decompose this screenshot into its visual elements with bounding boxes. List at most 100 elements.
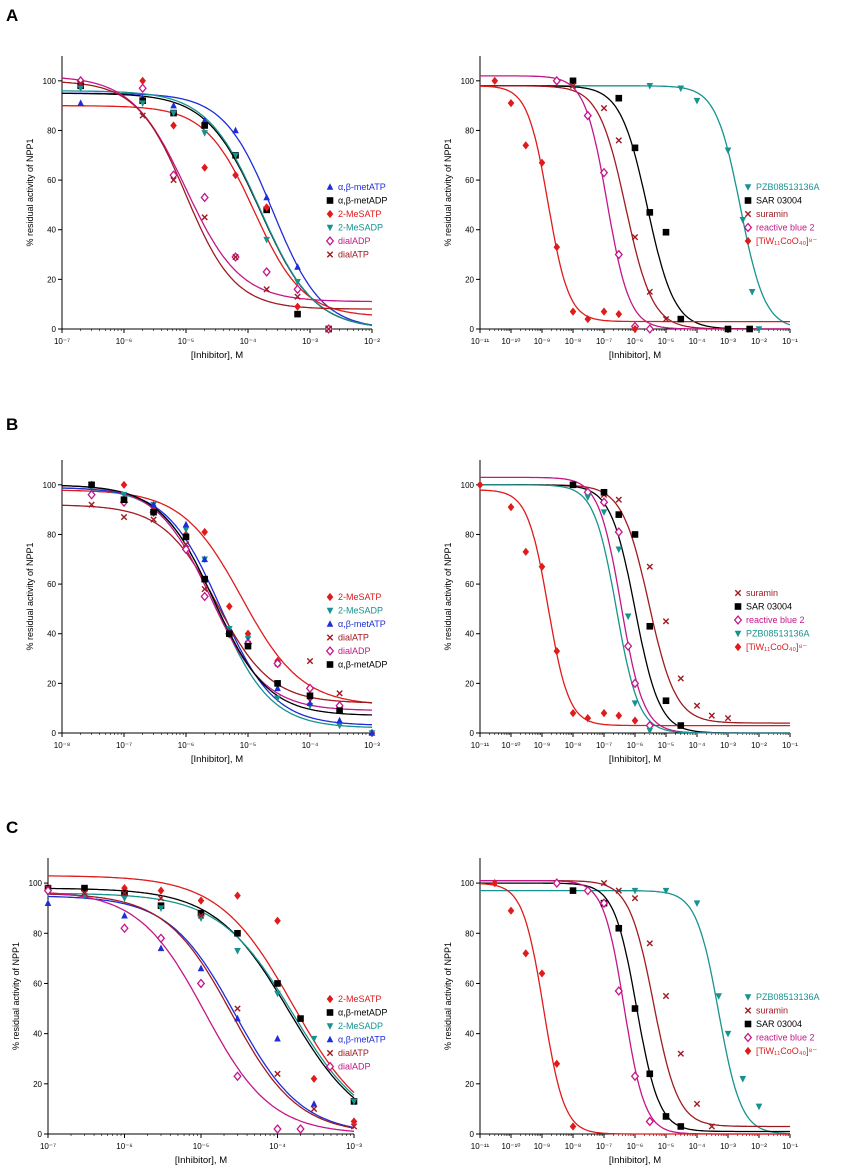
data-point-tiw-coo [600, 307, 608, 316]
fit-curve-tiw-coo [479, 882, 790, 1135]
data-point-dialatp [306, 657, 314, 665]
data-point-pzb08513136a [677, 85, 685, 93]
data-point-tiw-coo [491, 76, 499, 85]
data-point-2-mesatp [263, 203, 270, 212]
fit-curve-sar-03004 [480, 484, 790, 734]
data-point-tiw-coo [569, 709, 577, 718]
legend-label-metadp: α,β-metADP [338, 1008, 387, 1018]
x-tick-label: 10⁻⁶ [178, 741, 194, 750]
data-point-2-mesatp [234, 891, 241, 900]
legend-label-sar-03004: SAR 03004 [756, 1019, 802, 1029]
legend-label-metadp: α,β-metADP [338, 196, 387, 206]
data-point-tiw-coo [522, 141, 530, 150]
legend-marker-reactive-blue-2 [743, 1032, 753, 1043]
data-point-2-mesadp [182, 526, 190, 534]
data-point-sar-03004 [631, 1005, 639, 1012]
data-point-2-mesatp [350, 1117, 358, 1126]
data-point-metatp [232, 126, 239, 134]
legend-marker-metadp [326, 197, 334, 204]
data-point-metatp [294, 263, 301, 270]
data-point-reactive-blue-2 [552, 878, 561, 888]
x-tick-label: 10⁻⁵ [193, 1142, 209, 1151]
y-tick-label: 40 [47, 226, 56, 235]
data-point-dialatp [150, 516, 157, 523]
data-point-tiw-coo [631, 716, 639, 725]
y-tick-label: 80 [33, 929, 42, 938]
legend-marker-dialadp [325, 1061, 335, 1072]
legend-label-metatp: α,β-metATP [338, 182, 386, 192]
legend-label-suramin: suramin [756, 209, 788, 219]
data-point-dialatp [88, 501, 95, 508]
y-axis-label: % residual activity of NPP1 [443, 542, 453, 650]
y-tick-label: 0 [52, 729, 57, 738]
data-point-tiw-coo [507, 99, 515, 108]
data-point-tiw-coo [615, 711, 623, 720]
x-tick-label: 10⁻⁸ [565, 1142, 582, 1151]
data-point-metadp [226, 630, 233, 638]
data-point-tiw-coo [631, 324, 639, 334]
y-tick-label: 60 [47, 580, 56, 589]
data-point-metatp [182, 520, 190, 528]
legend-label-2-mesadp: 2-MeSADP [338, 606, 383, 616]
data-point-dialadp [262, 267, 271, 277]
legend-marker-reactive-blue-2 [733, 615, 743, 625]
legend-marker-metatp [326, 620, 334, 627]
x-tick-label: 10⁻⁵ [658, 741, 674, 750]
chart-c-right: 0 20 40 60 80 100 10⁻¹¹ 10⁻¹⁰ 10⁻⁹ 10⁻⁸ 10⁻⁷ 10⁻⁶ 10… [443, 858, 820, 1166]
legend-label-dialatp: dialATP [338, 633, 369, 643]
legend-marker-2-mesadp [326, 607, 334, 615]
data-point-tiw-coo [538, 158, 546, 167]
y-tick-label: 20 [465, 275, 474, 284]
legend-label-2-mesatp: 2-MeSATP [338, 209, 381, 219]
data-point-sar-03004 [569, 481, 577, 489]
x-tick-label: 10⁻⁵ [658, 1142, 674, 1151]
data-point-suramin [631, 894, 639, 902]
data-point-tiw-coo [600, 709, 608, 718]
y-tick-label: 60 [33, 979, 42, 988]
y-tick-label: 40 [465, 1030, 474, 1039]
data-point-pzb08513136a [755, 326, 763, 333]
legend-label-metatp: α,β-metATP [338, 1035, 386, 1045]
data-point-metatp [157, 944, 165, 952]
legend-marker-reactive-blue-2 [743, 222, 753, 233]
legend-marker-sar-03004 [744, 1020, 752, 1028]
legend-marker-sar-03004 [734, 603, 742, 610]
data-point-suramin [600, 879, 608, 887]
data-point-suramin [600, 104, 608, 112]
data-point-suramin [677, 1050, 684, 1057]
legend-label-reactive-blue-2: reactive blue 2 [746, 615, 805, 625]
data-point-sar-03004 [724, 325, 732, 333]
legend-marker-dialadp [325, 236, 335, 246]
fit-curve-dialadp [47, 892, 355, 1132]
data-point-metatp [234, 1014, 241, 1022]
fit-curve-sar-03004 [480, 882, 790, 1133]
legend-marker-pzb08513136a [744, 184, 752, 191]
x-tick-label: 10⁻⁹ [534, 1142, 551, 1151]
fit-curve-tiw-coo [479, 85, 790, 323]
fit-curve-metatp [62, 92, 373, 326]
data-point-metatp [201, 555, 208, 563]
legend-label-dialadp: dialADP [338, 236, 371, 246]
data-point-2-mesatp [310, 1074, 318, 1083]
data-point-suramin [615, 137, 622, 144]
data-point-metadp [297, 1015, 304, 1022]
y-tick-label: 80 [47, 530, 56, 539]
x-tick-label: 10⁻¹¹ [471, 741, 490, 750]
data-point-sar-03004 [615, 511, 623, 518]
data-point-dialatp [263, 286, 270, 293]
data-point-2-mesadp [310, 1035, 318, 1043]
data-point-suramin [693, 702, 701, 709]
data-point-sar-03004 [746, 325, 753, 333]
y-tick-label: 100 [461, 879, 475, 888]
legend-marker-suramin [744, 210, 752, 218]
x-tick-label: 10⁻¹¹ [471, 1142, 490, 1151]
data-point-dialatp [77, 80, 84, 87]
data-point-metadp [234, 929, 241, 937]
x-tick-label: 10⁻⁴ [240, 337, 257, 346]
x-tick-label: 10⁻⁷ [116, 741, 132, 750]
data-point-reactive-blue-2 [614, 986, 623, 996]
x-tick-label: 10⁻³ [364, 741, 380, 750]
panel-letter-b: B [6, 415, 19, 434]
data-point-reactive-blue-2 [614, 527, 623, 537]
data-point-sar-03004 [646, 1070, 654, 1078]
